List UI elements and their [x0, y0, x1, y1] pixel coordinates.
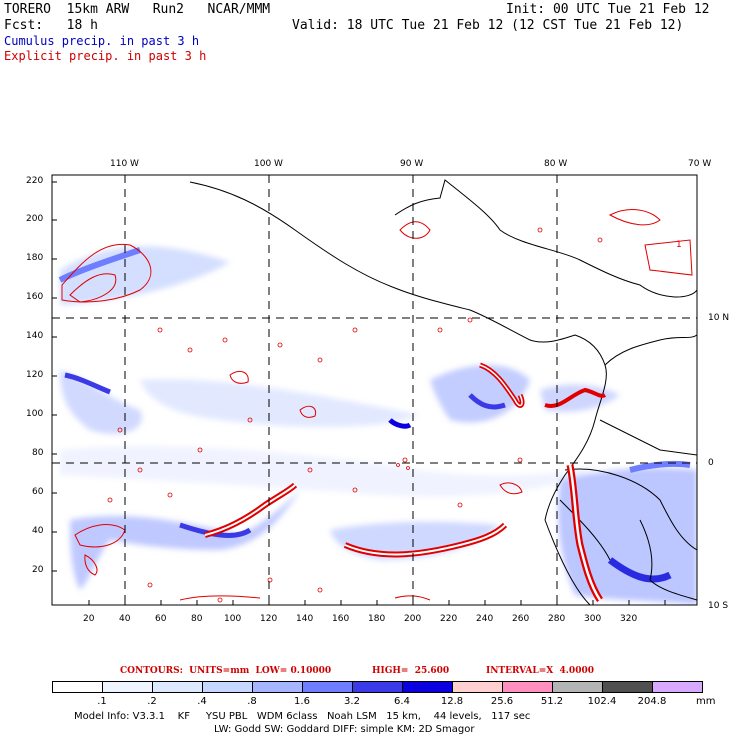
x-tick: 180 — [368, 614, 386, 624]
init-time: Init: 00 UTC Tue 21 Feb 12 — [506, 2, 710, 17]
y-tick: 180 — [26, 253, 44, 263]
model-info-line1: Model Info: V3.3.1 KF YSU PBL WDM 6class… — [74, 711, 531, 722]
model-info-line2: LW: Godd SW: Goddard DIFF: simple KM: 2D… — [214, 724, 475, 735]
y-tick: 160 — [26, 292, 44, 302]
model-title: TORERO 15km ARW Run2 NCAR/MMM — [4, 2, 271, 17]
y-tick: 220 — [26, 176, 44, 186]
colorbar-label: 12.8 — [440, 696, 464, 707]
colorbar-segment — [102, 681, 153, 693]
x-tick: 280 — [548, 614, 566, 624]
explicit-specks — [107, 227, 603, 603]
contour-high: HIGH= 25.600 — [372, 666, 450, 676]
x-tick: 40 — [119, 614, 131, 624]
colorbar-label: .2 — [147, 696, 157, 707]
map-box-label: 1 — [676, 240, 682, 250]
colorbar-segment — [652, 681, 703, 693]
colorbar-label: 25.6 — [490, 696, 514, 707]
colorbar-label: 102.4 — [587, 696, 617, 707]
valid-time: Valid: 18 UTC Tue 21 Feb 12 (12 CST Tue … — [292, 18, 684, 33]
lon-label: 100 W — [254, 159, 283, 169]
lat-label: 10 S — [708, 601, 729, 611]
x-tick: 320 — [620, 614, 638, 624]
colorbar-segment — [202, 681, 253, 693]
x-tick: 100 — [224, 614, 242, 624]
map-frame — [51, 174, 698, 606]
lon-label: 70 W — [688, 159, 712, 169]
colorbar-label: 3.2 — [344, 696, 360, 707]
explicit-legend: Explicit precip. in past 3 h — [4, 49, 207, 63]
x-tick: 160 — [332, 614, 350, 624]
colorbar-segment — [452, 681, 503, 693]
colorbar-segment — [352, 681, 403, 693]
y-tick: 140 — [26, 331, 44, 341]
lon-label: 90 W — [400, 159, 424, 169]
lon-label: 110 W — [110, 159, 139, 169]
forecast-hour: Fcst: 18 h — [4, 18, 98, 33]
y-tick: 40 — [32, 526, 44, 536]
axis-ticks — [52, 181, 666, 605]
colorbar-label: 51.2 — [540, 696, 564, 707]
cumulus-cores — [58, 247, 691, 583]
x-tick: 140 — [296, 614, 314, 624]
x-tick: 20 — [83, 614, 95, 624]
colorbar-segment — [402, 681, 453, 693]
colorbar-label: 6.4 — [394, 696, 410, 707]
latlon-grid — [52, 175, 697, 605]
y-tick: 60 — [32, 487, 44, 497]
x-tick: 60 — [155, 614, 167, 624]
contour-interval: INTERVAL=X 4.0000 — [486, 666, 594, 676]
x-tick: 240 — [476, 614, 494, 624]
colorbar-segment — [502, 681, 553, 693]
colorbar-units: mm — [696, 696, 716, 707]
colorbar-label: 1.6 — [294, 696, 310, 707]
lon-label: 80 W — [544, 159, 568, 169]
lat-label: 0 — [708, 458, 714, 468]
colorbar-label: .8 — [247, 696, 257, 707]
lat-label: 10 N — [708, 313, 730, 323]
x-tick: 220 — [440, 614, 458, 624]
cumulus-legend: Cumulus precip. in past 3 h — [4, 34, 200, 48]
x-tick: 200 — [404, 614, 422, 624]
colorbar-segment — [302, 681, 353, 693]
y-tick: 20 — [32, 565, 44, 575]
colorbar-label: .1 — [97, 696, 107, 707]
y-tick: 100 — [26, 409, 44, 419]
colorbar-label: .4 — [197, 696, 207, 707]
x-tick: 80 — [191, 614, 203, 624]
y-tick: 120 — [26, 370, 44, 380]
colorbar-segment — [602, 681, 653, 693]
x-tick: 300 — [584, 614, 602, 624]
colorbar-segment — [152, 681, 203, 693]
colorbar-segment — [552, 681, 603, 693]
x-tick: 120 — [260, 614, 278, 624]
coastlines — [189, 179, 697, 605]
colorbar-segment — [252, 681, 303, 693]
contour-info: CONTOURS: UNITS=mm LOW= 0.10000 — [120, 666, 332, 676]
y-tick: 80 — [32, 448, 44, 458]
colorbar-segment — [52, 681, 103, 693]
y-tick: 200 — [26, 214, 44, 224]
x-tick: 260 — [512, 614, 530, 624]
colorbar-label: 204.8 — [637, 696, 667, 707]
